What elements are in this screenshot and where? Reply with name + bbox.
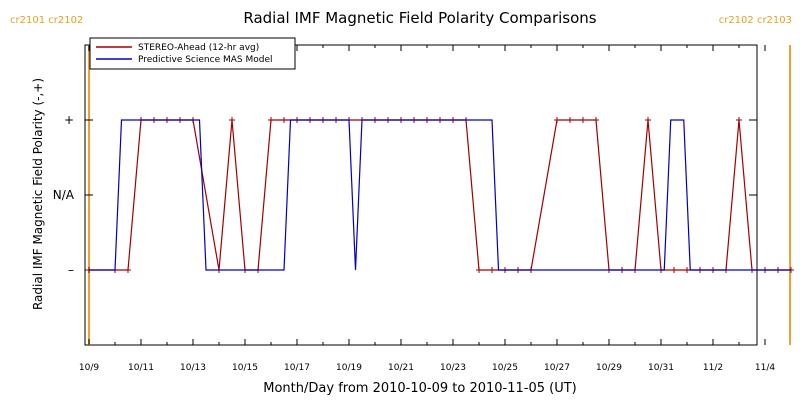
data-point-marker — [489, 267, 495, 273]
y-tick-label: N/A — [53, 188, 75, 202]
x-tick-label: 10/9 — [79, 363, 99, 373]
x-tick-label: 11/4 — [755, 363, 775, 373]
data-point-marker — [593, 117, 599, 123]
data-point-marker — [684, 267, 690, 273]
legend-box — [89, 37, 296, 70]
x-tick-label: 10/13 — [180, 363, 206, 373]
x-tick-label: 10/21 — [388, 363, 414, 373]
series-line-mas-model — [89, 119, 791, 271]
data-point-marker — [671, 267, 677, 273]
data-point-marker — [125, 267, 131, 273]
data-point-marker — [580, 117, 586, 123]
data-point-marker — [645, 117, 651, 123]
data-point-marker — [281, 117, 287, 123]
data-point-marker — [736, 117, 742, 123]
y-tick-label: + — [64, 113, 74, 127]
rotation-marker-label: cr2101 cr2102 — [10, 15, 83, 26]
plot-frame — [84, 44, 758, 346]
legend-label: STEREO-Ahead (12-hr avg) — [138, 43, 259, 53]
data-point-marker — [554, 117, 560, 123]
x-tick-label: 10/29 — [596, 363, 622, 373]
data-point-marker — [268, 117, 274, 123]
rotation-marker-label: cr2102 cr2103 — [719, 15, 792, 26]
x-tick-label: 10/15 — [232, 363, 258, 373]
data-point-marker — [567, 117, 573, 123]
series-line-stereo-ahead — [89, 119, 791, 271]
x-tick-label: 10/17 — [284, 363, 310, 373]
x-tick-label: 10/11 — [128, 363, 154, 373]
data-point-marker — [476, 267, 482, 273]
y-tick-label: – — [68, 263, 74, 277]
x-tick-label: 11/2 — [703, 363, 723, 373]
x-tick-label: 10/31 — [648, 363, 674, 373]
legend-label: Predictive Science MAS Model — [138, 55, 273, 65]
x-tick-label: 10/23 — [440, 363, 466, 373]
x-tick-label: 10/19 — [336, 363, 362, 373]
y-axis-label: Radial IMF Magnetic Field Polarity (-,+) — [31, 78, 45, 310]
x-tick-label: 10/27 — [544, 363, 570, 373]
x-axis-label: Month/Day from 2010-10-09 to 2010-11-05 … — [263, 381, 576, 396]
x-tick-label: 10/25 — [492, 363, 518, 373]
chart-title: Radial IMF Magnetic Field Polarity Compa… — [243, 9, 596, 27]
data-point-marker — [229, 117, 235, 123]
